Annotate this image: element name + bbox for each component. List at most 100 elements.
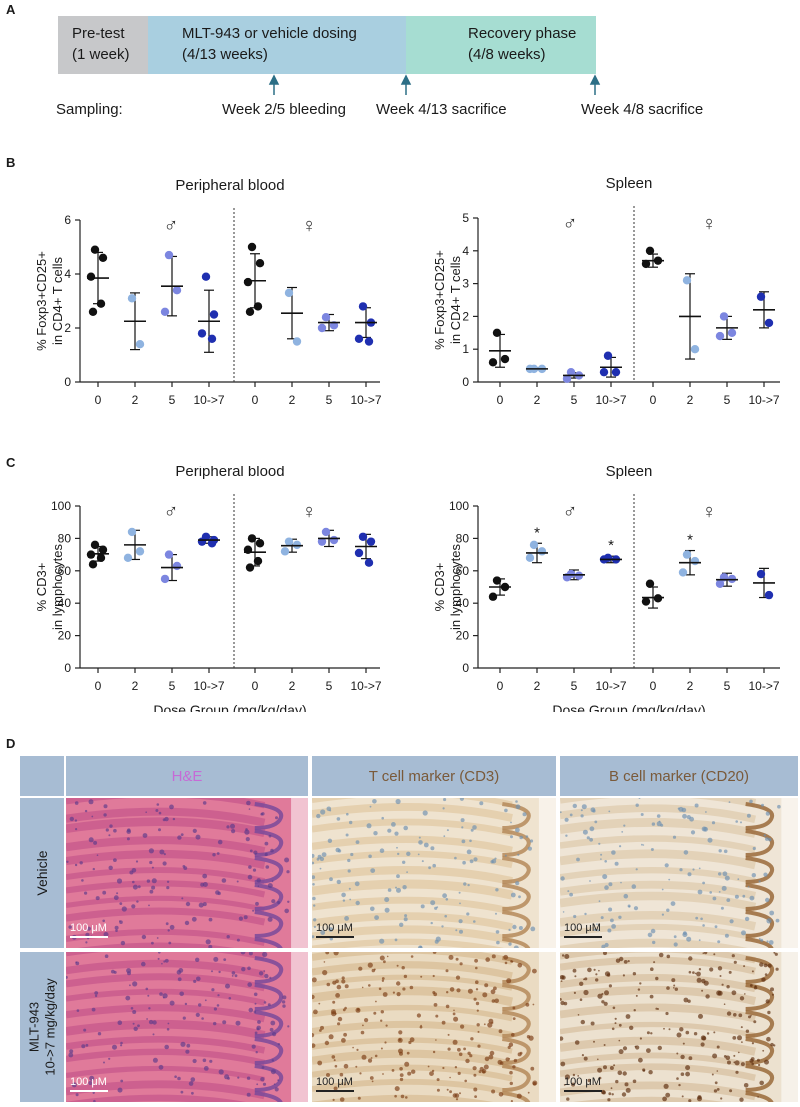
cell-nucleus [716,990,722,996]
cell-nucleus [681,1095,684,1098]
cell-nucleus [768,837,772,842]
villus-edge [254,802,284,830]
cell-nucleus [598,1076,602,1080]
cell-nucleus [697,1095,702,1100]
cell-nucleus [253,850,258,855]
cell-nucleus [655,976,659,981]
cell-nucleus [188,1081,194,1086]
cell-nucleus [103,932,109,937]
data-point [135,340,145,349]
cell-nucleus [397,1037,403,1043]
cell-nucleus [262,952,268,957]
data-point [90,540,100,550]
cell-nucleus [621,831,624,833]
cell-nucleus [443,798,447,802]
cell-nucleus [384,1041,387,1044]
cell-nucleus [709,891,712,894]
cell-nucleus [743,965,746,968]
cell-nucleus [88,837,94,843]
cell-nucleus [247,874,253,880]
cell-nucleus [174,1075,177,1078]
cell-nucleus [456,988,461,993]
tissue-fold [66,1004,266,1023]
cell-nucleus [614,1022,617,1025]
cell-nucleus [270,1020,276,1026]
cell-nucleus [270,1069,276,1075]
cell-nucleus [358,966,363,971]
cell-nucleus [610,918,614,923]
cell-nucleus [410,955,414,958]
villus-edge [745,856,775,884]
cell-nucleus [751,1062,754,1066]
data-point [127,527,137,537]
cell-nucleus [658,820,661,823]
cell-nucleus [635,994,638,997]
x-tick-label: 5 [571,393,578,407]
cell-nucleus [484,1056,490,1062]
cell-nucleus [467,988,473,994]
cell-nucleus [689,816,694,822]
cell-nucleus [417,853,420,856]
cell-nucleus [313,1009,318,1015]
cell-nucleus [158,952,161,954]
cell-nucleus [261,1066,265,1069]
cell-nucleus [577,1075,580,1077]
cell-nucleus [127,971,131,976]
cell-nucleus [472,1066,477,1071]
cell-nucleus [638,798,641,799]
villus-edge [254,856,284,884]
chart-title: Spleen [606,466,653,480]
cell-nucleus [400,1094,405,1099]
arrowhead-week4-8 [589,74,601,85]
data-point [715,331,725,341]
cell-nucleus [525,1002,530,1007]
cell-nucleus [590,1021,595,1026]
cell-nucleus [349,898,352,901]
cell-nucleus [724,875,730,881]
cell-nucleus [401,966,405,970]
scale-bar-label: 100 μM [316,1076,353,1088]
cell-nucleus [688,956,693,961]
cell-nucleus [562,911,565,913]
cell-nucleus [217,839,223,845]
cell-nucleus [743,1083,749,1088]
cell-nucleus [614,861,619,866]
cell-nucleus [449,1090,452,1094]
y-tick-label: 0 [64,375,71,389]
female-symbol: ♀ [302,501,317,523]
cell-nucleus [367,1058,373,1063]
cell-nucleus [469,839,472,843]
cell-nucleus [564,1074,570,1080]
cell-nucleus [702,924,705,927]
villus-edge [745,1091,774,1102]
cell-nucleus [587,1078,591,1083]
cell-nucleus [609,1066,614,1070]
data-point [88,307,98,316]
cell-nucleus [596,923,598,925]
cell-nucleus [608,882,613,887]
cell-nucleus [284,908,289,914]
cell-nucleus [485,957,490,962]
cell-nucleus [374,915,379,920]
cell-nucleus [621,1092,627,1097]
cell-nucleus [446,991,449,994]
cell-nucleus [369,805,372,808]
cell-nucleus [758,937,761,940]
cell-nucleus [663,1083,669,1089]
cell-nucleus [726,1011,732,1016]
cell-nucleus [313,925,316,928]
data-point [366,537,376,546]
cell-nucleus [312,1043,316,1048]
cell-nucleus [602,874,608,880]
cell-nucleus [423,842,429,848]
cell-nucleus [473,997,477,1001]
cell-nucleus [758,1063,761,1067]
cell-nucleus [320,1025,324,1030]
cell-nucleus [254,1002,257,1005]
scale-bar-label: 100 μM [70,1076,107,1088]
cell-nucleus [560,998,562,1001]
cell-nucleus [767,1010,771,1015]
cell-nucleus [355,900,360,906]
cell-nucleus [762,1049,765,1052]
x-tick-label: 2 [534,679,541,693]
